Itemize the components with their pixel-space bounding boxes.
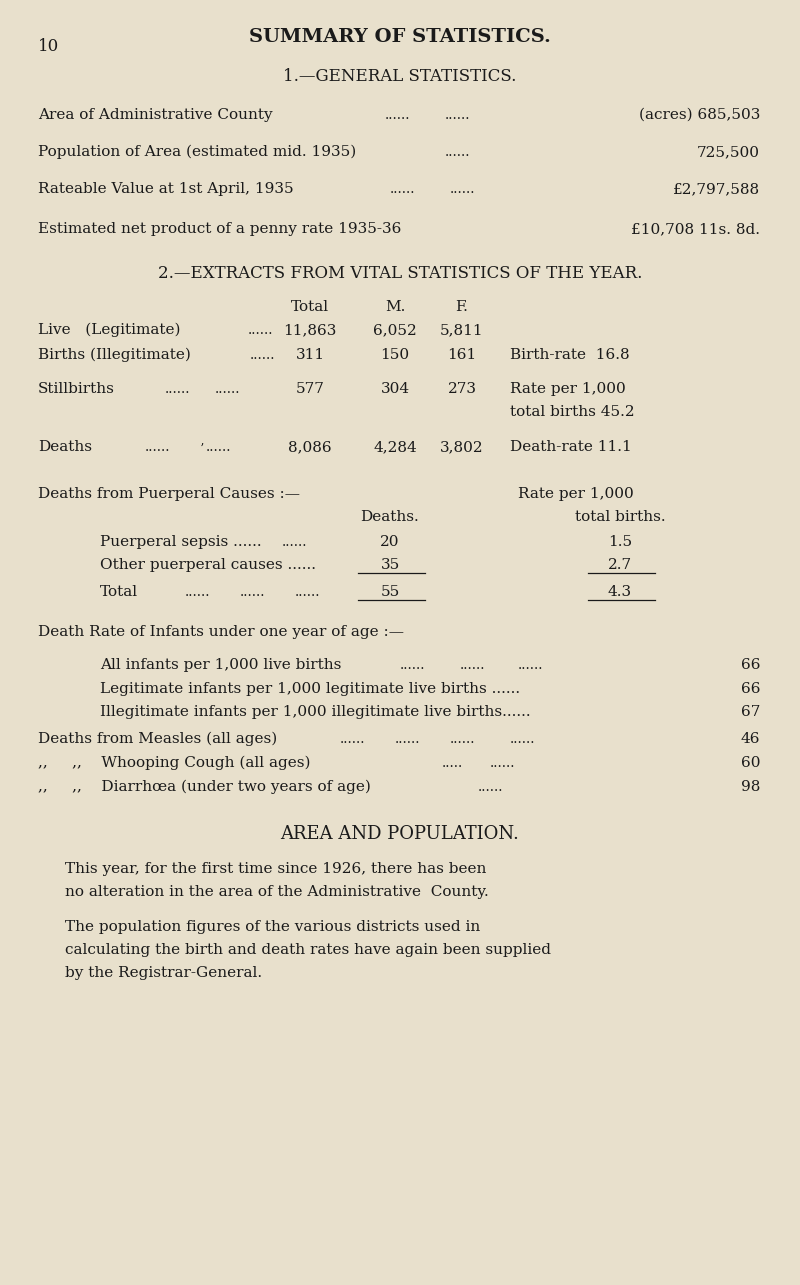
Text: Total: Total <box>291 299 329 314</box>
Text: ......: ...... <box>240 585 266 599</box>
Text: Births (Illegitimate): Births (Illegitimate) <box>38 348 191 362</box>
Text: ......: ...... <box>395 732 421 747</box>
Text: 6,052: 6,052 <box>373 323 417 337</box>
Text: Deaths: Deaths <box>38 439 92 454</box>
Text: AREA AND POPULATION.: AREA AND POPULATION. <box>281 825 519 843</box>
Text: 11,863: 11,863 <box>283 323 337 337</box>
Text: 60: 60 <box>741 756 760 770</box>
Text: .....: ..... <box>442 756 463 770</box>
Text: ......: ...... <box>445 108 470 122</box>
Text: ......: ...... <box>450 732 475 747</box>
Text: F.: F. <box>455 299 469 314</box>
Text: ......: ...... <box>518 658 543 672</box>
Text: ......: ...... <box>385 108 410 122</box>
Text: ......: ...... <box>490 756 515 770</box>
Text: 311: 311 <box>295 348 325 362</box>
Text: 5,811: 5,811 <box>440 323 484 337</box>
Text: ......: ...... <box>450 182 475 197</box>
Text: ......: ...... <box>145 439 170 454</box>
Text: total births.: total births. <box>574 510 666 524</box>
Text: 66: 66 <box>741 682 760 696</box>
Text: The population figures of the various districts used in: The population figures of the various di… <box>65 920 480 934</box>
Text: ......: ...... <box>340 732 366 747</box>
Text: ......: ...... <box>510 732 535 747</box>
Text: 67: 67 <box>741 705 760 720</box>
Text: 725,500: 725,500 <box>697 145 760 159</box>
Text: Legitimate infants per 1,000 legitimate live births ......: Legitimate infants per 1,000 legitimate … <box>100 682 520 696</box>
Text: 20: 20 <box>380 535 400 549</box>
Text: Live   (Legitimate): Live (Legitimate) <box>38 323 181 338</box>
Text: Stillbirths: Stillbirths <box>38 382 115 396</box>
Text: total births 45.2: total births 45.2 <box>510 405 634 419</box>
Text: ......: ...... <box>282 535 307 549</box>
Text: ......: ...... <box>185 585 210 599</box>
Text: This year, for the first time since 1926, there has been: This year, for the first time since 1926… <box>65 862 486 876</box>
Text: 98: 98 <box>741 780 760 794</box>
Text: Area of Administrative County: Area of Administrative County <box>38 108 273 122</box>
Text: Rate per 1,000: Rate per 1,000 <box>518 487 634 501</box>
Text: Rate per 1,000: Rate per 1,000 <box>510 382 626 396</box>
Text: £2,797,588: £2,797,588 <box>673 182 760 197</box>
Text: ......: ...... <box>248 323 274 337</box>
Text: Estimated net product of a penny rate 1935-36: Estimated net product of a penny rate 19… <box>38 222 402 236</box>
Text: 1.5: 1.5 <box>608 535 632 549</box>
Text: Population of Area (estimated mid. 1935): Population of Area (estimated mid. 1935) <box>38 145 356 159</box>
Text: Birth-rate  16.8: Birth-rate 16.8 <box>510 348 630 362</box>
Text: Deaths from Measles (all ages): Deaths from Measles (all ages) <box>38 732 278 747</box>
Text: 1.—GENERAL STATISTICS.: 1.—GENERAL STATISTICS. <box>283 68 517 85</box>
Text: ......: ...... <box>295 585 321 599</box>
Text: 577: 577 <box>295 382 325 396</box>
Text: ,,     ,,    Diarrhœa (under two years of age): ,, ,, Diarrhœa (under two years of age) <box>38 780 371 794</box>
Text: ,,     ,,    Whooping Cough (all ages): ,, ,, Whooping Cough (all ages) <box>38 756 310 771</box>
Text: 4.3: 4.3 <box>608 585 632 599</box>
Text: 150: 150 <box>381 348 410 362</box>
Text: ......: ...... <box>215 382 241 396</box>
Text: 2.—EXTRACTS FROM VITAL STATISTICS OF THE YEAR.: 2.—EXTRACTS FROM VITAL STATISTICS OF THE… <box>158 265 642 281</box>
Text: by the Registrar-General.: by the Registrar-General. <box>65 966 262 980</box>
Text: Rateable Value at 1st April, 1935: Rateable Value at 1st April, 1935 <box>38 182 294 197</box>
Text: All infants per 1,000 live births: All infants per 1,000 live births <box>100 658 342 672</box>
Text: Deaths from Puerperal Causes :—: Deaths from Puerperal Causes :— <box>38 487 300 501</box>
Text: £10,708 11s. 8d.: £10,708 11s. 8d. <box>631 222 760 236</box>
Text: 8,086: 8,086 <box>288 439 332 454</box>
Text: ......: ...... <box>390 182 415 197</box>
Text: 2.7: 2.7 <box>608 558 632 572</box>
Text: ......: ...... <box>206 439 231 454</box>
Text: 46: 46 <box>741 732 760 747</box>
Text: ......: ...... <box>478 780 503 794</box>
Text: ......: ...... <box>460 658 486 672</box>
Text: (acres) 685,503: (acres) 685,503 <box>638 108 760 122</box>
Text: ......: ...... <box>400 658 426 672</box>
Text: 66: 66 <box>741 658 760 672</box>
Text: 273: 273 <box>447 382 477 396</box>
Text: SUMMARY OF STATISTICS.: SUMMARY OF STATISTICS. <box>249 28 551 46</box>
Text: 55: 55 <box>380 585 400 599</box>
Text: Total: Total <box>100 585 138 599</box>
Text: 161: 161 <box>447 348 477 362</box>
Text: no alteration in the area of the Administrative  County.: no alteration in the area of the Adminis… <box>65 885 489 899</box>
Text: Other puerperal causes ......: Other puerperal causes ...... <box>100 558 316 572</box>
Text: Deaths.: Deaths. <box>361 510 419 524</box>
Text: Death Rate of Infants under one year of age :—: Death Rate of Infants under one year of … <box>38 625 404 639</box>
Text: ......: ...... <box>445 145 470 159</box>
Text: Puerperal sepsis ......: Puerperal sepsis ...... <box>100 535 262 549</box>
Text: ......: ...... <box>250 348 275 362</box>
Text: Death-rate 11.1: Death-rate 11.1 <box>510 439 632 454</box>
Text: 4,284: 4,284 <box>373 439 417 454</box>
Text: 10: 10 <box>38 39 59 55</box>
Text: ......: ...... <box>165 382 190 396</box>
Text: 35: 35 <box>380 558 400 572</box>
Text: ʼ: ʼ <box>200 443 204 456</box>
Text: calculating the birth and death rates have again been supplied: calculating the birth and death rates ha… <box>65 943 551 957</box>
Text: Illegitimate infants per 1,000 illegitimate live births......: Illegitimate infants per 1,000 illegitim… <box>100 705 530 720</box>
Text: 304: 304 <box>381 382 410 396</box>
Text: M.: M. <box>385 299 405 314</box>
Text: 3,802: 3,802 <box>440 439 484 454</box>
